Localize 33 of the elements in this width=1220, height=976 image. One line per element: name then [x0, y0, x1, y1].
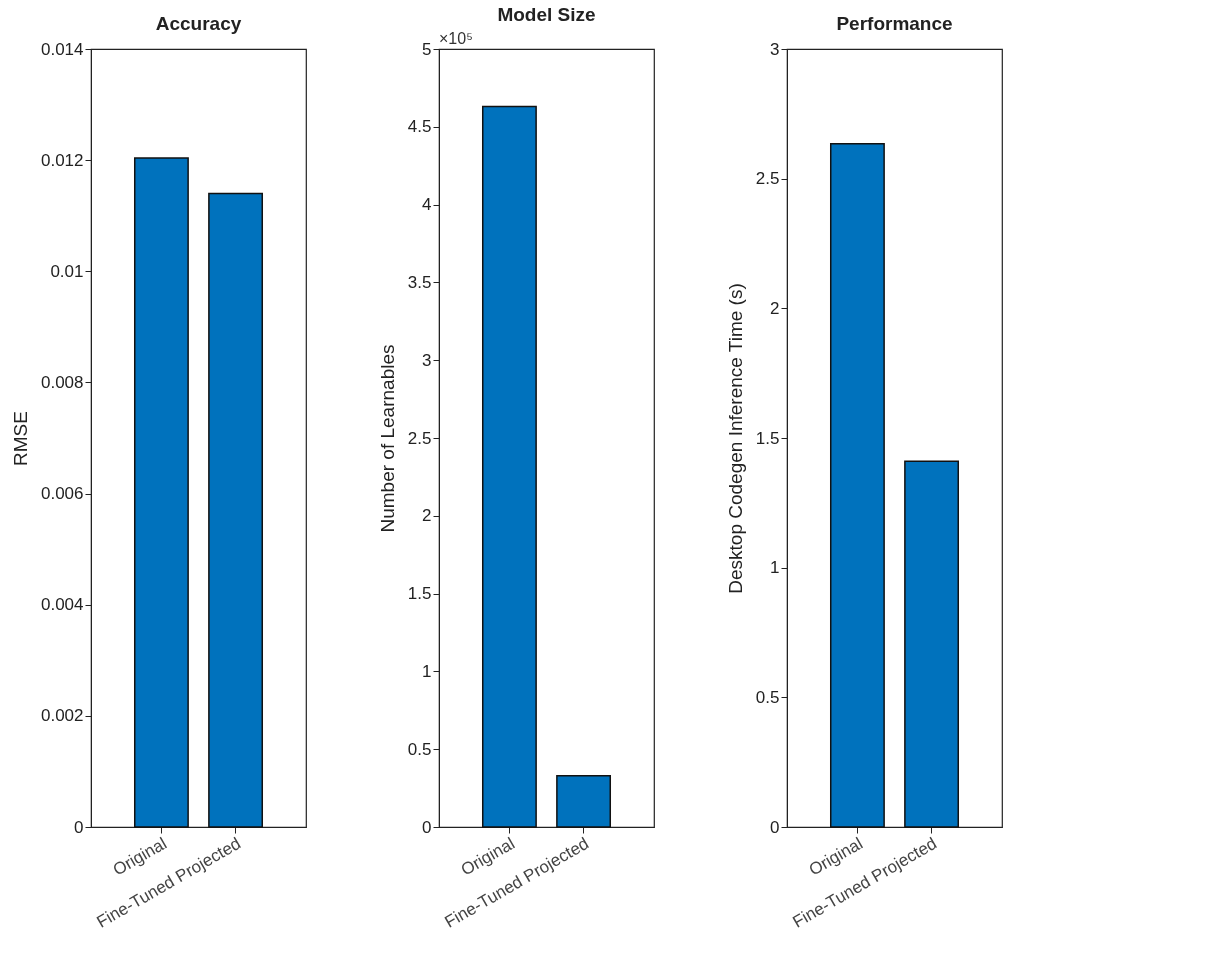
y-tick-label: 0 [770, 817, 780, 837]
y-tick-label: 2 [770, 298, 780, 318]
y-tick-label: 0.014 [40, 39, 84, 59]
chart-title: Model Size [497, 4, 596, 25]
chart-title: Performance [836, 13, 953, 34]
y-tick-label: 0.006 [40, 484, 84, 504]
text: ×10⁵ [439, 30, 473, 47]
y-tick-label: 2.5 [407, 428, 432, 448]
y-axis-title: Number of Learnables [376, 344, 398, 533]
y-axis-title: Desktop Codegen Inference Time (s) [724, 283, 746, 594]
y-tick-label: 0.004 [40, 595, 84, 615]
y-tick-label: 0.01 [50, 261, 84, 281]
y-tick-label: 1 [422, 661, 432, 681]
y-tick-label: 0.002 [40, 706, 84, 726]
y-tick-label: 0.5 [755, 687, 780, 707]
y-tick-label: 2 [422, 506, 432, 526]
y-tick-label: 3 [770, 39, 780, 59]
y-tick-label: 5 [422, 39, 432, 59]
y-tick-label: 0 [74, 817, 84, 837]
y-tick-label: 0.008 [40, 372, 84, 392]
y-tick-label: 0.012 [40, 150, 84, 170]
y-tick-label: 0.5 [407, 739, 432, 759]
chart-title: Accuracy [155, 13, 242, 34]
y-tick-label: 0 [422, 817, 432, 837]
y-axis-title: RMSE [9, 411, 31, 466]
y-tick-label: 1.5 [755, 428, 780, 448]
y-tick-label: 4 [422, 195, 432, 215]
y-tick-label: 3 [422, 350, 432, 370]
y-tick-label: 4.5 [407, 117, 432, 137]
y-tick-label: 1.5 [407, 584, 432, 604]
y-tick-label: 3.5 [407, 272, 432, 292]
y-tick-label: 1 [770, 558, 780, 578]
y-tick-label: 2.5 [755, 169, 780, 189]
